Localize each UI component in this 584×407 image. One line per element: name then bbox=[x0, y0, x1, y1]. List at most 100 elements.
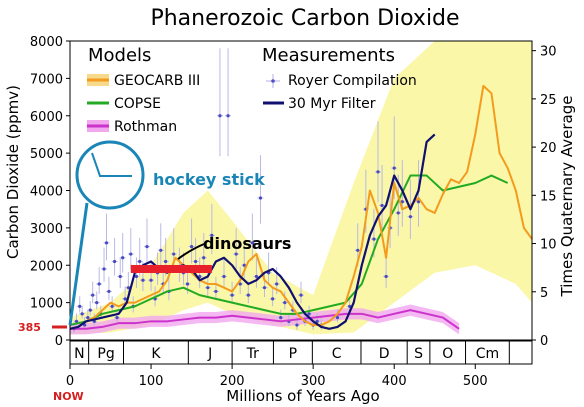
y-axis-label-left: Carbon Dioxide (ppmv) bbox=[4, 85, 22, 259]
royer-point bbox=[254, 274, 259, 279]
period-label: D bbox=[379, 346, 390, 362]
legend-measurements-heading: Measurements bbox=[262, 45, 395, 66]
royer-point bbox=[392, 166, 396, 170]
royer-point bbox=[141, 278, 145, 282]
royer-point bbox=[118, 274, 122, 279]
geologic-period-bar: N Pg K J Tr P C D S O Cm bbox=[69, 340, 533, 365]
royer-point bbox=[307, 312, 311, 316]
y-axis-label-right: Times Quaternary Average bbox=[558, 96, 576, 298]
chart-title: Phanerozoic Carbon Dioxide bbox=[150, 6, 459, 31]
royer-point bbox=[279, 315, 283, 320]
period-bar-frame bbox=[69, 340, 533, 365]
royer-point bbox=[384, 274, 388, 279]
period-label: C bbox=[332, 346, 342, 362]
royer-point bbox=[112, 259, 117, 264]
royer-point bbox=[91, 293, 95, 297]
royer-point bbox=[283, 301, 287, 305]
annotations: 385 NOW hockey stick dinosaurs bbox=[18, 140, 291, 403]
x-tick-label: 400 bbox=[382, 374, 407, 389]
royer-point bbox=[107, 289, 111, 294]
royer-point bbox=[271, 297, 275, 301]
legend-label-filter: 30 Myr Filter bbox=[288, 96, 376, 112]
royer-point bbox=[275, 282, 279, 286]
y-tick-label-left: 5000 bbox=[30, 147, 63, 162]
royer-point bbox=[356, 248, 360, 252]
royer-point bbox=[115, 315, 119, 320]
royer-point bbox=[159, 248, 163, 252]
geocarb-uncertainty-band bbox=[70, 41, 532, 335]
axis-ticks: 0 100 200 300 400 500010002000300040005000600… bbox=[30, 35, 557, 389]
period-label: Pg bbox=[97, 346, 114, 362]
legend: Models Measurements GEOCARB III COPSE Ro… bbox=[87, 45, 417, 135]
legend-label-geocarb: GEOCARB III bbox=[114, 73, 200, 89]
royer-point bbox=[88, 308, 92, 312]
royer-point bbox=[104, 241, 109, 245]
legend-label-rothman: Rothman bbox=[114, 119, 177, 135]
royer-point bbox=[315, 319, 319, 323]
y-tick-label-right: 10 bbox=[540, 238, 557, 253]
royer-point bbox=[80, 312, 84, 316]
royer-point bbox=[129, 252, 133, 256]
legend-swatch-rothman bbox=[87, 120, 109, 132]
legend-models-heading: Models bbox=[88, 45, 151, 66]
series-line-30-myr-filter bbox=[69, 133, 436, 330]
royer-point bbox=[172, 252, 176, 256]
series-line-copse bbox=[69, 174, 509, 327]
royer-point bbox=[234, 252, 238, 256]
royer-point bbox=[210, 233, 214, 237]
royer-point bbox=[134, 274, 139, 279]
royer-point bbox=[97, 282, 101, 286]
dinosaurs-label: dinosaurs bbox=[203, 234, 291, 253]
x-tick-label: 0 bbox=[66, 374, 74, 389]
period-label: Tr bbox=[246, 346, 259, 362]
y-tick-label-right: 5 bbox=[540, 286, 548, 301]
royer-point bbox=[206, 286, 210, 290]
period-label: O bbox=[442, 346, 453, 362]
royer-point bbox=[164, 259, 168, 264]
legend-swatch-royer bbox=[266, 74, 280, 88]
royer-point bbox=[185, 282, 190, 286]
x-tick-label: 200 bbox=[220, 374, 245, 389]
period-label: N bbox=[74, 346, 84, 362]
royer-point bbox=[380, 203, 384, 208]
royer-point bbox=[110, 304, 114, 308]
y-tick-label-left: 8000 bbox=[30, 35, 63, 50]
royer-point bbox=[214, 289, 218, 294]
royer-point bbox=[262, 286, 267, 290]
royer-point bbox=[218, 114, 222, 118]
x-tick-label: 100 bbox=[139, 374, 164, 389]
royer-point bbox=[126, 286, 130, 290]
dinosaurs-pointer bbox=[177, 243, 205, 260]
royer-point bbox=[242, 263, 246, 267]
current-level-label: 385 bbox=[18, 321, 41, 334]
royer-point bbox=[222, 274, 226, 279]
y-tick-label-left: 2000 bbox=[30, 259, 63, 274]
y-tick-label-left: 7000 bbox=[30, 72, 63, 87]
royer-point bbox=[400, 200, 404, 204]
royer-point bbox=[335, 315, 340, 320]
series-line-geocarb-iii bbox=[69, 84, 533, 330]
royer-point bbox=[138, 259, 142, 264]
royer-point bbox=[230, 293, 234, 297]
royer-point bbox=[258, 196, 263, 200]
series-line-rothman bbox=[70, 309, 460, 330]
royer-point bbox=[145, 244, 149, 249]
x-tick-label: 300 bbox=[301, 374, 326, 389]
royer-point bbox=[238, 282, 242, 286]
y-tick-label-right: 20 bbox=[540, 141, 557, 156]
y-tick-label-right: 15 bbox=[540, 189, 557, 204]
y-tick-label-left: 1000 bbox=[30, 297, 63, 312]
royer-point bbox=[202, 256, 206, 260]
y-tick-label-left: 0 bbox=[55, 334, 63, 349]
royer-point bbox=[121, 256, 125, 260]
y-tick-label-right: 30 bbox=[540, 45, 557, 60]
period-label: Cm bbox=[476, 346, 499, 362]
royer-point bbox=[376, 170, 380, 174]
royer-point bbox=[123, 297, 127, 301]
y-tick-label-left: 3000 bbox=[30, 222, 63, 237]
x-axis-label: Millions of Years Ago bbox=[226, 387, 379, 405]
y-tick-label-left: 4000 bbox=[30, 185, 63, 200]
legend-label-royer: Royer Compilation bbox=[288, 73, 417, 89]
series-lines bbox=[69, 84, 533, 330]
